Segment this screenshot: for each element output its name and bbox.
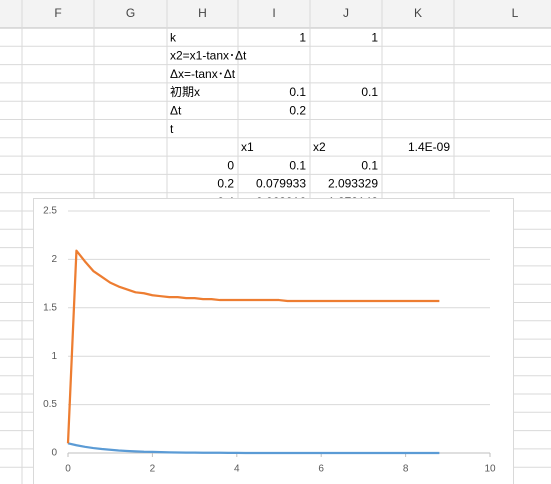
y-tick-label: 1 (51, 351, 57, 362)
cell: 1 (299, 30, 306, 44)
cell: 0.079933 (256, 177, 306, 191)
cell: 1 (371, 30, 378, 44)
cell: 0.1 (289, 158, 306, 172)
x-tick-label: 4 (234, 464, 240, 475)
y-tick-label: 2.5 (43, 206, 57, 217)
cell: 0.1 (361, 85, 378, 99)
cell: Δt (170, 104, 182, 118)
cell: x2=x1-tanx･Δt (170, 49, 247, 63)
cell: x1 (241, 140, 254, 154)
y-tick-label: 1.5 (43, 302, 57, 313)
x-tick-label: 0 (65, 464, 71, 475)
y-tick-label: 0.5 (43, 399, 57, 410)
y-tick-label: 2 (51, 254, 57, 265)
cell: t (170, 122, 174, 136)
cell: k (170, 30, 177, 44)
x-tick-label: 8 (403, 464, 409, 475)
cell: x2 (313, 140, 326, 154)
cell: Δx=-tanx･Δt (170, 67, 236, 81)
column-header: F (54, 6, 61, 20)
cell: 0 (227, 158, 234, 172)
cell: 1.4E-09 (408, 140, 450, 154)
column-header: G (126, 6, 135, 20)
cell: 2.093329 (328, 177, 378, 191)
cell: 0.2 (289, 104, 306, 118)
column-header: L (512, 6, 519, 20)
column-header-bar (0, 0, 551, 28)
x-tick-label: 10 (484, 464, 496, 475)
column-header: K (414, 6, 422, 20)
cell: 初期x (170, 85, 200, 99)
series-line (66, 249, 440, 444)
column-header: J (343, 6, 349, 20)
column-header: H (198, 6, 207, 20)
cell: 0.2 (217, 177, 234, 191)
x-tick-label: 2 (150, 464, 156, 475)
y-tick-label: 0 (51, 448, 57, 459)
column-header: I (272, 6, 275, 20)
chart-area (33, 198, 514, 484)
cell: 0.1 (361, 158, 378, 172)
cell: 0.1 (289, 85, 306, 99)
x-tick-label: 6 (318, 464, 324, 475)
series-line (67, 442, 440, 455)
